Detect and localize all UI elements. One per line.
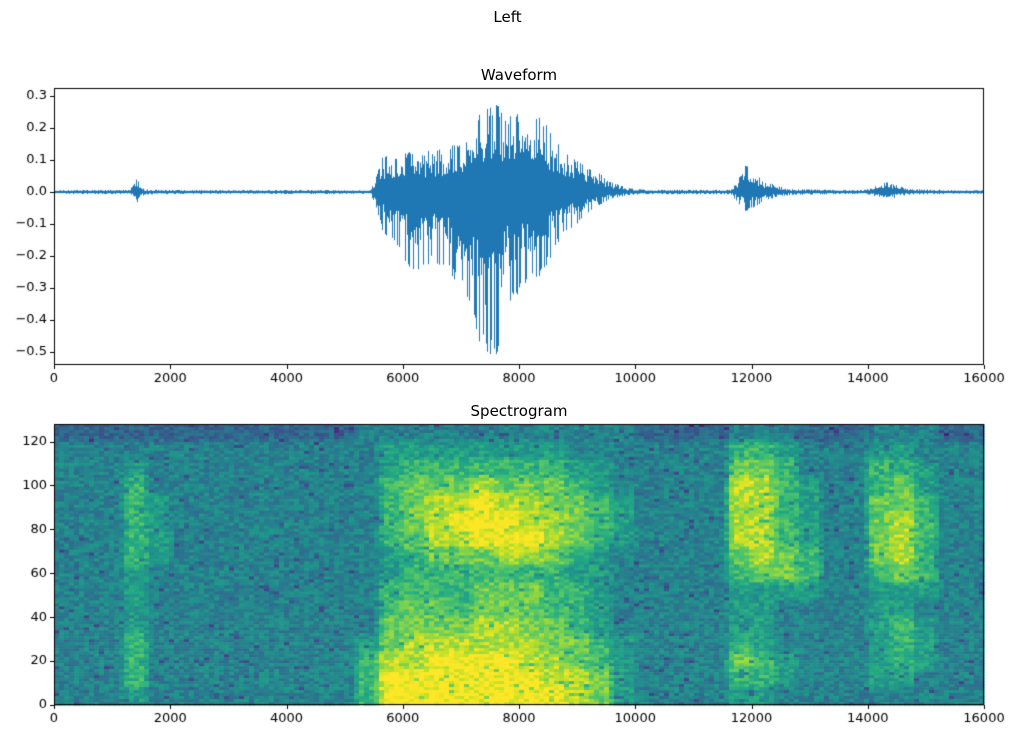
- spectrogram-title: Spectrogram: [470, 402, 568, 420]
- figure-title: Left: [493, 8, 522, 26]
- waveform-title: Waveform: [480, 66, 558, 84]
